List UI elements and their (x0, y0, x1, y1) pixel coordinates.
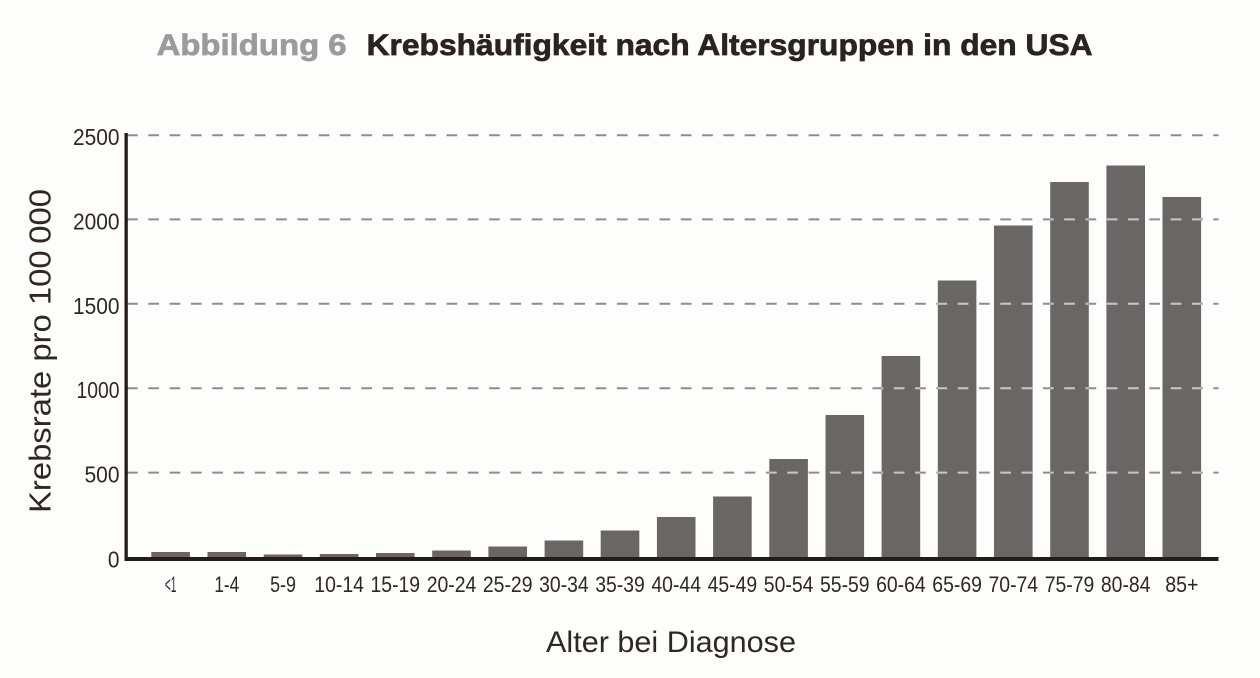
svg-text:85+: 85+ (1165, 572, 1198, 597)
svg-text:30-34: 30-34 (539, 572, 589, 597)
svg-text:20-24: 20-24 (427, 572, 477, 597)
svg-text:10-14: 10-14 (314, 572, 364, 597)
svg-text:Krebsrate pro 100 000: Krebsrate pro 100 000 (23, 189, 58, 513)
svg-text:1500: 1500 (73, 293, 120, 319)
svg-text:65-69: 65-69 (932, 572, 982, 597)
svg-text:55-59: 55-59 (820, 572, 870, 597)
svg-text:45-49: 45-49 (708, 572, 758, 597)
svg-text:Alter bei Diagnose: Alter bei Diagnose (546, 626, 796, 659)
svg-text:60-64: 60-64 (876, 572, 926, 597)
svg-text:5-9: 5-9 (270, 572, 296, 597)
svg-text:<1: <1 (165, 572, 177, 597)
svg-text:80-84: 80-84 (1101, 572, 1151, 597)
svg-text:1-4: 1-4 (214, 572, 239, 597)
svg-text:2500: 2500 (73, 124, 120, 150)
svg-text:35-39: 35-39 (595, 572, 645, 597)
svg-text:2000: 2000 (73, 208, 120, 234)
svg-text:Abbildung 6: Abbildung 6 (157, 29, 347, 62)
svg-text:500: 500 (85, 462, 120, 488)
svg-text:0: 0 (108, 547, 120, 573)
svg-text:1000: 1000 (77, 377, 120, 403)
svg-text:75-79: 75-79 (1045, 572, 1095, 597)
svg-text:70-74: 70-74 (989, 572, 1039, 597)
svg-text:40-44: 40-44 (651, 572, 701, 597)
svg-text:15-19: 15-19 (371, 572, 421, 597)
svg-text:Krebshäufigkeit nach Altersgru: Krebshäufigkeit nach Altersgruppen in de… (367, 29, 1093, 62)
svg-text:25-29: 25-29 (483, 572, 533, 597)
svg-text:50-54: 50-54 (764, 572, 814, 597)
